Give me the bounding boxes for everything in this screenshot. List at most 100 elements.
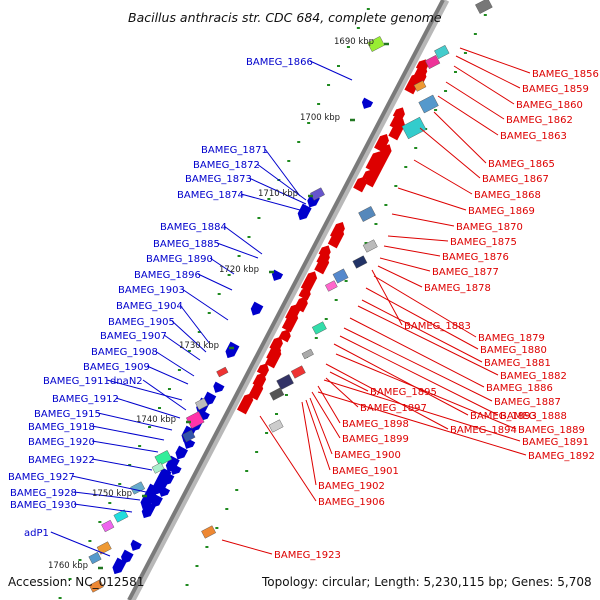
gene-label-right: BAMEG_1879 — [478, 333, 545, 344]
gene-label-left: BAMEG_1872 — [193, 160, 260, 171]
gene-label-right: BAMEG_1882 — [500, 371, 567, 382]
gene-arrow — [404, 73, 421, 95]
feature-box — [367, 36, 385, 52]
feature-box — [276, 374, 294, 390]
feature-layer — [58, 0, 493, 599]
guide-dot — [58, 597, 62, 599]
guide-dot — [463, 52, 467, 54]
guide-dot — [366, 8, 370, 10]
gene-label-right: BAMEG_1862 — [506, 115, 573, 126]
leader-line — [264, 148, 301, 197]
gene-label-right: BAMEG_1859 — [522, 84, 589, 95]
gene-arrow — [213, 381, 225, 393]
leader-line — [91, 440, 159, 453]
map-title: Bacillus anthracis str. CDC 684, complet… — [128, 10, 442, 25]
gene-label-left: BAMEG_1907 — [100, 331, 167, 342]
guide-dot — [346, 46, 350, 48]
guide-dot — [138, 445, 142, 447]
leader-line — [397, 187, 467, 211]
leader-line — [97, 412, 173, 431]
feature-box — [154, 450, 173, 466]
guide-dot — [215, 527, 219, 529]
tick-label: 1700 kbp — [300, 113, 340, 123]
guide-dot — [336, 65, 340, 67]
guide-dot — [185, 584, 189, 586]
gene-label-right: BAMEG_1887 — [494, 397, 561, 408]
gene-label-left: adP1 — [24, 528, 49, 539]
guide-dot — [187, 350, 191, 352]
gene-label-left: BAMEG_1922 — [28, 455, 95, 466]
gene-label-right: BAMEG_1886 — [486, 383, 553, 394]
guide-dot — [404, 166, 408, 168]
leader-line — [259, 415, 317, 502]
feature-box — [424, 54, 441, 70]
leader-line — [301, 401, 317, 486]
tick-label: 1750 kbp — [92, 489, 132, 499]
leader-line — [437, 95, 499, 136]
gene-arrow — [281, 311, 299, 333]
feature-box — [216, 366, 229, 378]
leader-line — [73, 491, 141, 501]
guide-dot — [108, 502, 112, 504]
leader-line — [305, 399, 331, 471]
feature-box — [88, 551, 102, 565]
guide-dot — [225, 508, 229, 510]
leader-line — [179, 304, 211, 345]
leader-line — [91, 458, 153, 471]
gene-label-right: BAMEG_1876 — [442, 252, 509, 263]
gene-label-right: BAMEG_1870 — [456, 222, 523, 233]
leader-line — [459, 47, 531, 74]
leader-line — [50, 531, 111, 557]
feature-box — [268, 419, 284, 433]
gene-label-right: BAMEG_1902 — [318, 481, 385, 492]
feature-box — [301, 348, 314, 360]
guide-dot — [394, 185, 398, 187]
gene-arrow — [298, 287, 311, 301]
guide-dot — [78, 559, 82, 561]
gene-label-left: BAMEG_1896 — [134, 270, 201, 281]
gene-label-left: BAMEG_1912 — [52, 394, 119, 405]
gene-arrow — [175, 445, 188, 460]
guide-dot — [384, 204, 388, 206]
leader-line — [329, 371, 369, 392]
backbone-shadow — [128, 0, 450, 600]
guide-dot — [265, 432, 269, 434]
gene-label-right: BAMEG_1856 — [532, 69, 599, 80]
guide-dot — [344, 280, 348, 282]
gene-label-left: BAMEG_1884 — [160, 222, 227, 233]
gene-arrow — [112, 557, 127, 575]
leader-line — [357, 305, 499, 376]
guide-dot — [444, 90, 448, 92]
leader-line — [240, 193, 301, 211]
gene-label-left: BAMEG_1904 — [116, 301, 183, 312]
gene-label-left: BAMEG_1871 — [201, 145, 268, 156]
gene-label-left: BAMEG_1920 — [28, 437, 95, 448]
guide-dot — [317, 103, 321, 105]
accession-text: Accession: NC_012581 — [8, 575, 144, 589]
gene-arrow — [265, 347, 282, 369]
gene-label-right: BAMEG_1881 — [484, 358, 551, 369]
feature-box — [311, 321, 327, 335]
leader-line — [317, 391, 527, 456]
gene-label-left: dnaN2 — [110, 376, 143, 387]
leader-lines — [50, 47, 531, 557]
leader-line — [317, 385, 341, 424]
gene-label-left: BAMEG_1909 — [83, 362, 150, 373]
feature-box — [269, 387, 285, 401]
gene-label-right: BAMEG_1869 — [468, 206, 535, 217]
guide-dot — [414, 147, 418, 149]
gene-label-left: BAMEG_1911 — [43, 376, 110, 387]
genome-info-text: Topology: circular; Length: 5,230,115 bp… — [261, 575, 592, 589]
guide-dot — [167, 388, 171, 390]
leader-line — [154, 350, 195, 377]
guide-dot — [158, 407, 162, 409]
guide-dot — [334, 299, 338, 301]
feature-box — [418, 94, 439, 114]
feature-box — [358, 206, 376, 222]
gene-label-right: BAMEG_1867 — [482, 174, 549, 185]
gene-label-right: BAMEG_1899 — [342, 434, 409, 445]
gene-label-right: BAMEG_1891 — [522, 437, 589, 448]
leader-line — [256, 163, 307, 201]
guide-dot — [98, 521, 102, 523]
